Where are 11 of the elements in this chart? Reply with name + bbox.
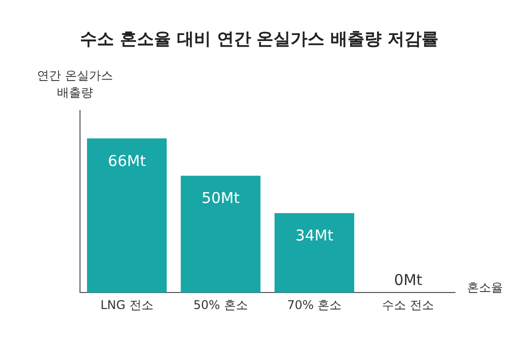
x-tick-label: 수소 전소 — [382, 298, 434, 312]
x-tick-label: 50% 혼소 — [193, 298, 248, 312]
x-axis-title: 혼소율 — [467, 280, 503, 295]
data-label: 34Mt — [295, 226, 334, 245]
chart-title: 수소 혼소율 대비 연간 온실가스 배출량 저감률 — [80, 30, 439, 50]
y-axis-title: 연간 온실가스 배출량 — [37, 68, 113, 100]
data-label: 0Mt — [394, 270, 422, 289]
x-tick-label: 70% 혼소 — [287, 298, 342, 312]
x-tick-label: LNG 전소 — [100, 298, 154, 312]
data-label: 50Mt — [202, 189, 240, 208]
data-label: 66Mt — [108, 152, 146, 170]
